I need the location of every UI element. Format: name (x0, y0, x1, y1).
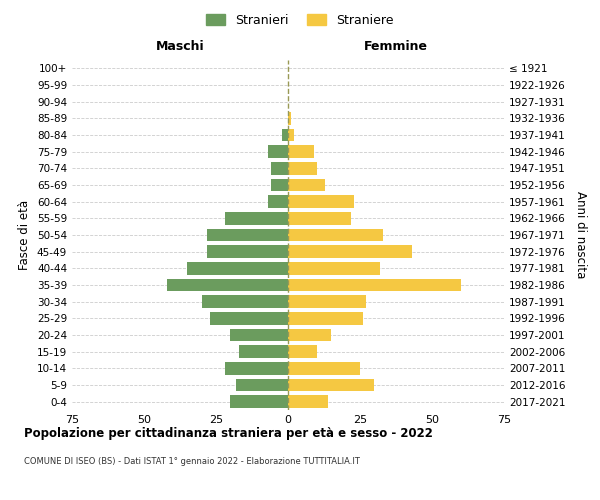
Bar (288, 229, 383, 241)
Bar (230, 396, 288, 408)
Bar (271, 179, 288, 191)
Bar (288, 346, 317, 358)
Text: COMUNE DI ISEO (BS) - Dati ISTAT 1° gennaio 2022 - Elaborazione TUTTITALIA.IT: COMUNE DI ISEO (BS) - Dati ISTAT 1° genn… (24, 458, 360, 466)
Bar (288, 312, 363, 324)
Bar (230, 329, 288, 341)
Bar (288, 246, 412, 258)
Bar (288, 162, 317, 174)
Bar (288, 112, 291, 124)
Bar (224, 362, 288, 374)
Bar (208, 246, 288, 258)
Bar (187, 262, 288, 274)
Bar (288, 329, 331, 341)
Bar (288, 212, 352, 224)
Bar (288, 196, 354, 208)
Bar (282, 128, 288, 141)
Legend: Stranieri, Straniere: Stranieri, Straniere (202, 8, 398, 32)
Y-axis label: Anni di nascita: Anni di nascita (574, 192, 587, 278)
Bar (239, 346, 288, 358)
Text: Popolazione per cittadinanza straniera per età e sesso - 2022: Popolazione per cittadinanza straniera p… (24, 428, 433, 440)
Bar (167, 279, 288, 291)
Bar (288, 146, 314, 158)
Bar (268, 196, 288, 208)
Bar (236, 379, 288, 391)
Bar (271, 162, 288, 174)
Bar (268, 146, 288, 158)
Bar (288, 262, 380, 274)
Bar (210, 312, 288, 324)
Bar (288, 296, 366, 308)
Y-axis label: Fasce di età: Fasce di età (19, 200, 31, 270)
Bar (288, 128, 294, 141)
Text: Femmine: Femmine (364, 40, 428, 54)
Bar (208, 229, 288, 241)
Bar (288, 179, 325, 191)
Bar (288, 362, 360, 374)
Text: Maschi: Maschi (155, 40, 205, 54)
Bar (224, 212, 288, 224)
Bar (288, 279, 461, 291)
Bar (288, 379, 374, 391)
Bar (288, 396, 328, 408)
Bar (202, 296, 288, 308)
